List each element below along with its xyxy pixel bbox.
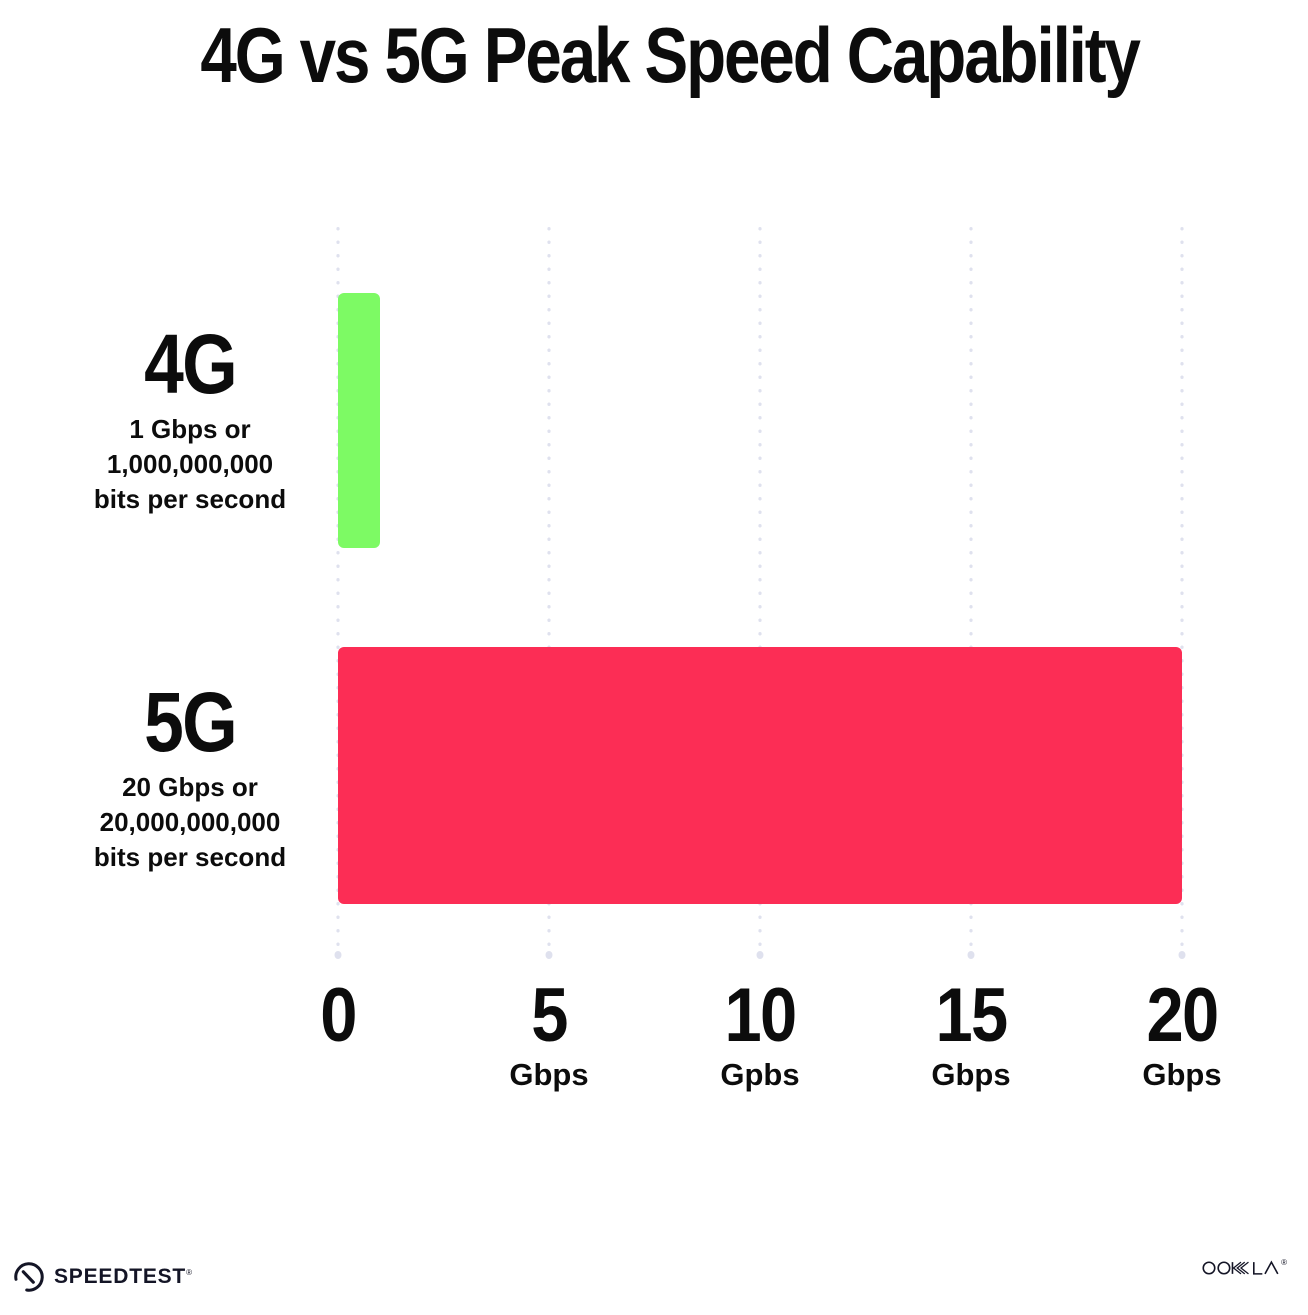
bar-4g: [338, 293, 380, 548]
x-tick-5: 5 Gbps: [509, 974, 588, 1092]
x-tick-number: 5: [531, 973, 568, 1058]
speedtest-logo: SPEEDTEST®: [12, 1260, 193, 1294]
x-tick-unit: Gbps: [931, 1057, 1011, 1092]
x-tick-unit: Gpbs: [720, 1057, 800, 1092]
row-label-4g-title: 4G: [144, 317, 238, 411]
row-4g-sub-line3: bits per second: [93, 484, 287, 514]
gridline-10-gbps: [758, 222, 762, 950]
speedtest-wordmark: SPEEDTEST®: [54, 1265, 193, 1288]
row-4g-sub-line2: 1,000,000,000: [106, 449, 274, 479]
row-5g-sub-line2: 20,000,000,000: [99, 807, 281, 837]
x-tick-unit: Gbps: [509, 1057, 589, 1092]
x-tick-10: 10 Gpbs: [720, 974, 801, 1092]
row-label-5g-subtitle: 20 Gbps or 20,000,000,000 bits per secon…: [26, 770, 354, 875]
row-label-5g-title: 5G: [144, 675, 238, 769]
row-5g-sub-line3: bits per second: [93, 842, 287, 872]
gridline-20-gbps: [1180, 222, 1184, 950]
ookla-registered-mark: ®: [1281, 1258, 1287, 1267]
x-tick-0: 0: [318, 974, 358, 1058]
gridline-5-gbps: [547, 222, 551, 950]
gridline-15-gbps: [969, 222, 973, 950]
chart-title: 4G vs 5G Peak Speed Capability: [200, 11, 1142, 99]
speedtest-registered-mark: ®: [186, 1268, 193, 1277]
x-tick-number: 10: [724, 973, 798, 1058]
x-tick-15: 15 Gbps: [931, 974, 1012, 1092]
row-label-4g: 4G 1 Gbps or 1,000,000,000 bits per seco…: [26, 322, 354, 517]
ookla-wordmark-icon: [1202, 1260, 1279, 1275]
x-tick-unit: Gbps: [1142, 1057, 1222, 1092]
x-tick-number: 15: [935, 973, 1009, 1058]
row-label-4g-subtitle: 1 Gbps or 1,000,000,000 bits per second: [26, 412, 354, 517]
x-tick-number: 0: [320, 973, 357, 1058]
speedtest-gauge-icon: [14, 1262, 44, 1292]
ookla-logo: ®: [1202, 1258, 1287, 1276]
row-5g-sub-line1: 20 Gbps or: [122, 772, 258, 802]
chart-title-row: 4G vs 5G Peak Speed Capability: [2, 10, 1308, 101]
bar-5g: [338, 647, 1182, 904]
x-tick-20: 20 Gbps: [1142, 974, 1223, 1092]
x-tick-number: 20: [1146, 973, 1220, 1058]
row-4g-sub-line1: 1 Gbps or: [129, 414, 251, 444]
row-label-5g: 5G 20 Gbps or 20,000,000,000 bits per se…: [26, 680, 354, 875]
gridline-0-gbps: [336, 222, 340, 950]
